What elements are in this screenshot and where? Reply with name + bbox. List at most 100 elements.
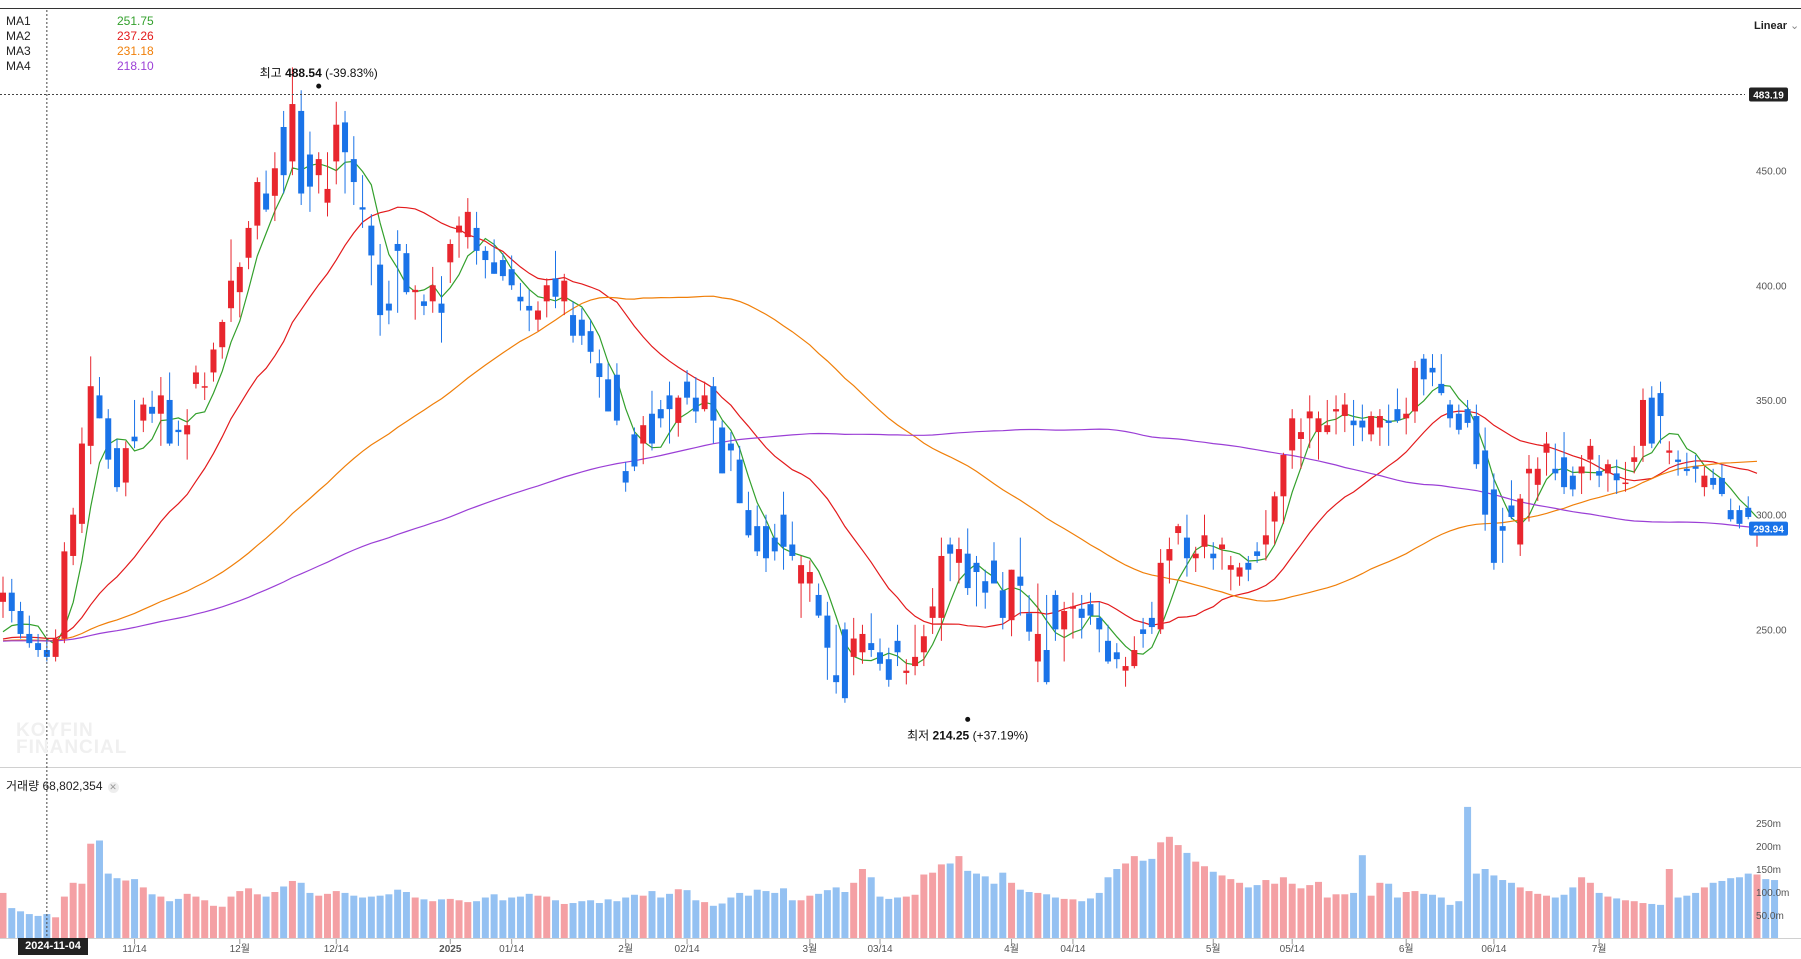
volume-bar [367,896,375,938]
volume-bar [666,893,674,938]
candle-body [1508,505,1515,517]
candle-body [429,285,436,302]
candle-body [1157,562,1164,630]
candle-body [640,425,647,444]
candle-body [228,280,235,309]
candle-body [1148,617,1155,628]
candle-body [982,581,989,593]
volume-bar [174,898,182,938]
volume-bar [534,895,542,938]
candle-body [184,425,191,435]
candle-body [833,675,840,683]
candle-body [447,243,454,263]
volume-bar [297,882,305,938]
watermark-logo: KOYFIN FINANCIAL [16,720,128,758]
volume-bar [1157,842,1165,938]
candle-body [1411,367,1418,412]
volume-bar [674,889,682,938]
last-price-badge [1749,521,1788,536]
volume-bar [60,896,68,938]
close-icon[interactable]: ✕ [107,782,119,793]
candle-body [394,243,401,251]
candles [0,67,1760,703]
candle-body [1105,640,1112,662]
candle-body [815,594,822,616]
candle-body [736,459,743,504]
candle-body [403,253,410,293]
volume-tick-label: 200m [1756,842,1781,853]
volume-bar [753,889,761,938]
volume-bar [543,896,551,938]
candle-body [745,510,752,536]
candle-body [1306,411,1313,419]
volume-bar [841,892,849,938]
volume-bar [744,895,752,938]
volume-bar [1262,880,1270,938]
candle-body [631,434,638,467]
volume-bar [622,897,630,938]
x-tick-label: 3월 [802,943,817,955]
candle-body [1403,413,1410,419]
volume-bar [1674,897,1682,938]
candle-body [420,301,427,306]
volume-bar [1008,882,1016,938]
scale-mode-dropdown[interactable]: Linear ⌄ [1754,19,1799,32]
volume-bar [1481,869,1489,938]
candle-body [1333,409,1340,412]
candle-body [1052,594,1059,630]
volume-bar [1402,892,1410,938]
volume-bar [648,891,656,938]
x-tick-label: 02/14 [675,944,700,955]
volume-bar [595,903,603,938]
volume-bar [1490,875,1498,938]
annotations: 483.19 293.94 최고 488.54 (-39.83%) 최저 214.25… [0,10,1788,938]
candle-body [1061,611,1068,630]
volume-bar [183,893,191,938]
volume-bar [490,894,498,938]
volume-bar [709,905,717,938]
volume-bar [218,906,226,938]
candle-body [1297,432,1304,439]
candle-body [377,264,384,316]
candle-body [964,553,971,589]
candle-body [824,615,831,648]
volume-bar [1446,904,1454,938]
volume-bar [788,900,796,938]
volume-bar [455,900,463,938]
candle-body [1727,510,1734,520]
volume-bar [1762,879,1770,938]
candle-body [1525,468,1532,474]
volume-bar [683,890,691,938]
candle-body [578,319,585,336]
candle-body [1219,544,1226,550]
candle-body [254,182,261,226]
candle-body [1324,425,1331,433]
volume-bar [780,888,788,938]
last-price-label: 293.94 [1753,525,1784,536]
volume-bar [1516,887,1524,938]
volume-bar [1683,895,1691,938]
ma-legend-row: MA3 231.18 [6,44,154,58]
volume-bars [0,806,1779,938]
volume-bar [1218,875,1226,938]
volume-bar [113,878,121,938]
candle-body [473,227,480,251]
candle-body [1596,471,1603,476]
candle-body [1534,468,1541,485]
volume-bar [288,880,296,938]
volume-bar [262,896,270,938]
volume-bar [569,903,577,938]
candle-body [1017,576,1024,586]
crosshair-price-badge [1749,87,1788,102]
candle-body [385,303,392,311]
volume-bar [867,877,875,938]
volume-bar [157,896,165,938]
volume-bar [323,893,331,938]
candle-body [166,399,173,444]
candle-body [1438,383,1445,394]
candle-body [1245,562,1252,570]
volume-bar [1744,873,1752,938]
volume-bar [394,889,402,938]
x-tick-label: 4월 [1004,943,1019,955]
